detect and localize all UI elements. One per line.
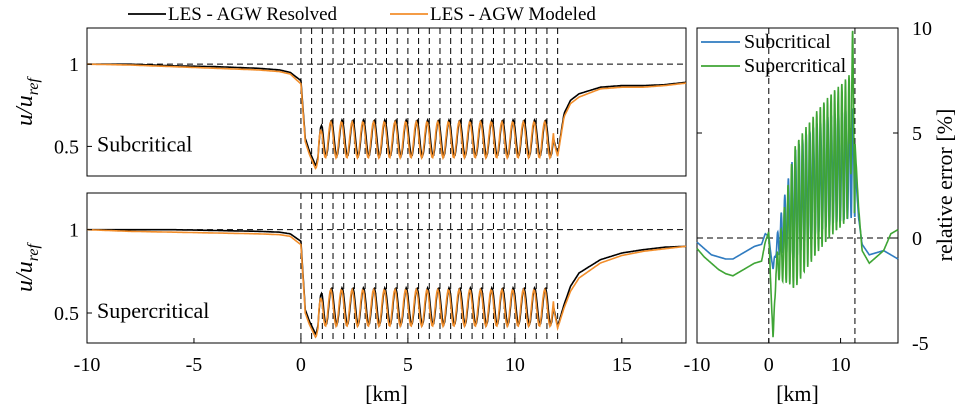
- y-tick-label: 0: [912, 228, 922, 250]
- x-tick-label: -10: [684, 354, 711, 376]
- y-tick-label: -5: [912, 333, 929, 355]
- x-tick-label: 5: [403, 354, 413, 376]
- x-tick-label: -10: [74, 354, 101, 376]
- y-axis-label: u/uref: [12, 242, 42, 292]
- y-axis-label: relative error [%]: [932, 109, 957, 262]
- series-line-les-agw-modeled: [87, 63, 687, 170]
- series-line-les-agw-resolved: [87, 63, 687, 167]
- error-legend-label-subcritical: Subcritical: [744, 31, 831, 53]
- y-tick-label: 0.5: [54, 136, 79, 158]
- x-tick-label: 10: [505, 354, 525, 376]
- x-tick-label: 10: [831, 354, 851, 376]
- legend-resolved-label: LES - AGW Resolved: [168, 4, 338, 25]
- series-line-les-agw-resolved: [87, 228, 687, 336]
- y-tick-label: 5: [912, 123, 922, 145]
- panel-label: Subcritical: [97, 131, 192, 156]
- x-axis-label: [km]: [365, 381, 408, 406]
- y-tick-label: 10: [912, 18, 932, 40]
- x-tick-label: -5: [186, 354, 203, 376]
- y-axis-label: u/uref: [12, 76, 42, 126]
- subcritical-panel: 0.5 1 Subcritical u/uref: [12, 27, 687, 177]
- top-legend: LES - AGW Resolved LES - AGW Modeled: [128, 4, 596, 25]
- error-legend-label-supercritical: Supercritical: [744, 55, 847, 77]
- x-tick-label: 0: [764, 354, 774, 376]
- y-tick-label: 1: [69, 220, 79, 242]
- panel-label: Supercritical: [97, 298, 209, 323]
- series-line-supercritical: [696, 30, 899, 338]
- x-axis-label: [km]: [776, 381, 819, 406]
- y-tick-label: 0.5: [54, 303, 79, 325]
- supercritical-panel: 0.5 1 -10 -5 0 5 10 15 [km] Supercritical u/uref: [12, 192, 687, 406]
- relative-error-panel: -5 0 5 10 -10 0 10 [km] relative error [%] Subcri…: [684, 18, 957, 406]
- x-tick-label: 15: [612, 354, 632, 376]
- legend-modeled-label: LES - AGW Modeled: [430, 4, 596, 25]
- x-tick-label: 0: [296, 354, 306, 376]
- y-tick-label: 1: [69, 54, 79, 76]
- series-line-les-agw-modeled: [87, 228, 687, 339]
